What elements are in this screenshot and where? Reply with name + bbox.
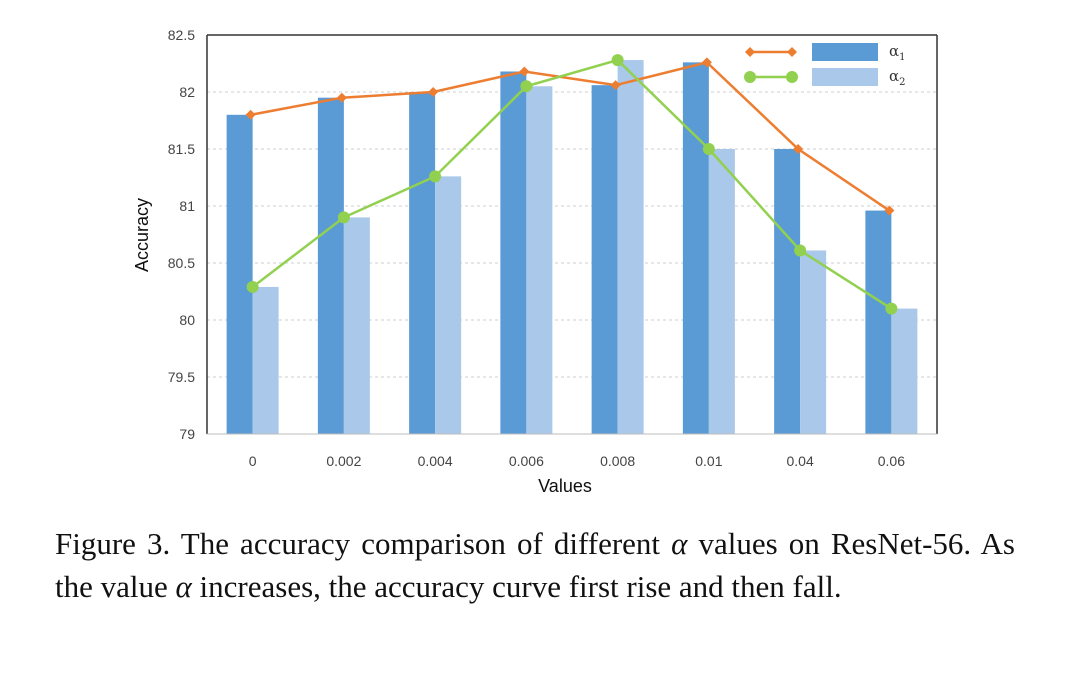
legend-alpha2-subscript: 2 bbox=[899, 77, 905, 88]
y-tick-label: 81 bbox=[179, 198, 195, 214]
marker-alpha1 bbox=[519, 66, 530, 77]
x-tick-label: 0.06 bbox=[878, 453, 905, 469]
marker-alpha2 bbox=[246, 280, 259, 293]
accuracy-chart: 79 79.5 80 80.5 81 81.5 82 82.5 0 0.002 0.004 0.006… bbox=[132, 27, 938, 496]
x-tick-label: 0 bbox=[249, 453, 257, 469]
line-alpha2 bbox=[251, 58, 893, 310]
bar-alpha1 bbox=[226, 114, 253, 435]
marker-alpha1 bbox=[701, 57, 712, 68]
bar-alpha2 bbox=[526, 86, 553, 435]
bar-alpha1 bbox=[682, 62, 709, 435]
caption-alpha-symbol-2: α bbox=[175, 569, 192, 604]
marker-alpha2 bbox=[794, 244, 807, 257]
bar-alpha2 bbox=[708, 149, 735, 434]
x-tick-label: 0.008 bbox=[600, 453, 635, 469]
bar-alpha2 bbox=[617, 60, 644, 435]
marker-alpha1 bbox=[610, 80, 621, 91]
caption-middle: values on ResNet-56. As the value bbox=[55, 526, 1015, 604]
y-tick-label: 80 bbox=[179, 312, 195, 328]
x-tick-label: 0.004 bbox=[418, 453, 453, 469]
marker-alpha2 bbox=[702, 143, 715, 155]
y-tick-label: 82 bbox=[179, 84, 195, 100]
legend-alpha1-marker bbox=[787, 47, 797, 57]
legend-alpha2-marker bbox=[744, 71, 756, 83]
caption-prefix: Figure 3. The accuracy comparison of dif… bbox=[55, 526, 672, 561]
legend-alpha2-label: α2 bbox=[889, 67, 906, 88]
bar-alpha1 bbox=[591, 85, 618, 434]
bar-alpha2 bbox=[800, 250, 827, 434]
legend-alpha2-marker bbox=[786, 71, 798, 83]
series-lines bbox=[245, 54, 898, 315]
bar-alpha1 bbox=[500, 71, 527, 434]
chart-canvas: 79 79.5 80 80.5 81 81.5 82 82.5 0 0.002 0.004 0.006… bbox=[132, 27, 938, 496]
gridlines bbox=[207, 91, 937, 378]
legend-alpha1-subscript: 1 bbox=[899, 52, 905, 63]
legend-alpha1-marker bbox=[745, 47, 755, 57]
y-tick-label: 80.5 bbox=[168, 255, 195, 271]
marker-alpha2 bbox=[429, 170, 442, 183]
y-tick-label: 81.5 bbox=[168, 141, 195, 157]
tick-labels: 79 79.5 80 80.5 81 81.5 82 82.5 0 0.002 0.004 0.006… bbox=[168, 27, 905, 469]
x-axis-title: Values bbox=[538, 476, 592, 496]
x-tick-label: 0.04 bbox=[787, 453, 814, 469]
bar-alpha2 bbox=[343, 217, 370, 434]
bar-alpha1 bbox=[774, 149, 801, 434]
bar-alpha1 bbox=[317, 97, 344, 434]
y-axis-title: Accuracy bbox=[132, 198, 152, 272]
legend-alpha1-label: α1 bbox=[889, 42, 906, 63]
legend-alpha2-swatch bbox=[812, 68, 878, 86]
bar-alpha1 bbox=[865, 210, 892, 434]
marker-alpha1 bbox=[793, 144, 804, 154]
bar-alpha2 bbox=[252, 286, 279, 434]
bar-alpha2 bbox=[891, 308, 918, 434]
marker-alpha1 bbox=[336, 92, 347, 103]
marker-alpha2 bbox=[885, 302, 898, 315]
figure-caption: Figure 3. The accuracy comparison of dif… bbox=[55, 522, 1015, 608]
bars bbox=[226, 60, 918, 435]
line-alpha1 bbox=[250, 60, 891, 212]
legend: α1 α2 bbox=[744, 42, 906, 88]
marker-alpha1 bbox=[428, 87, 439, 97]
marker-alpha2 bbox=[611, 54, 624, 67]
x-tick-label: 0.002 bbox=[326, 453, 361, 469]
marker-alpha1 bbox=[884, 205, 895, 216]
y-tick-label: 79.5 bbox=[168, 369, 195, 385]
legend-alpha1-swatch bbox=[812, 43, 878, 61]
bar-alpha2 bbox=[435, 176, 462, 435]
marker-alpha2 bbox=[337, 211, 350, 224]
caption-alpha-symbol: α bbox=[671, 526, 688, 561]
bar-alpha1 bbox=[409, 92, 436, 434]
caption-suffix: increases, the accuracy curve first rise… bbox=[191, 569, 842, 604]
y-tick-label: 82.5 bbox=[168, 27, 195, 43]
x-tick-label: 0.006 bbox=[509, 453, 544, 469]
y-tick-label: 79 bbox=[179, 426, 195, 442]
marker-alpha2 bbox=[520, 80, 533, 93]
x-tick-label: 0.01 bbox=[695, 453, 722, 469]
axes bbox=[206, 34, 938, 435]
marker-alpha1 bbox=[245, 109, 256, 120]
